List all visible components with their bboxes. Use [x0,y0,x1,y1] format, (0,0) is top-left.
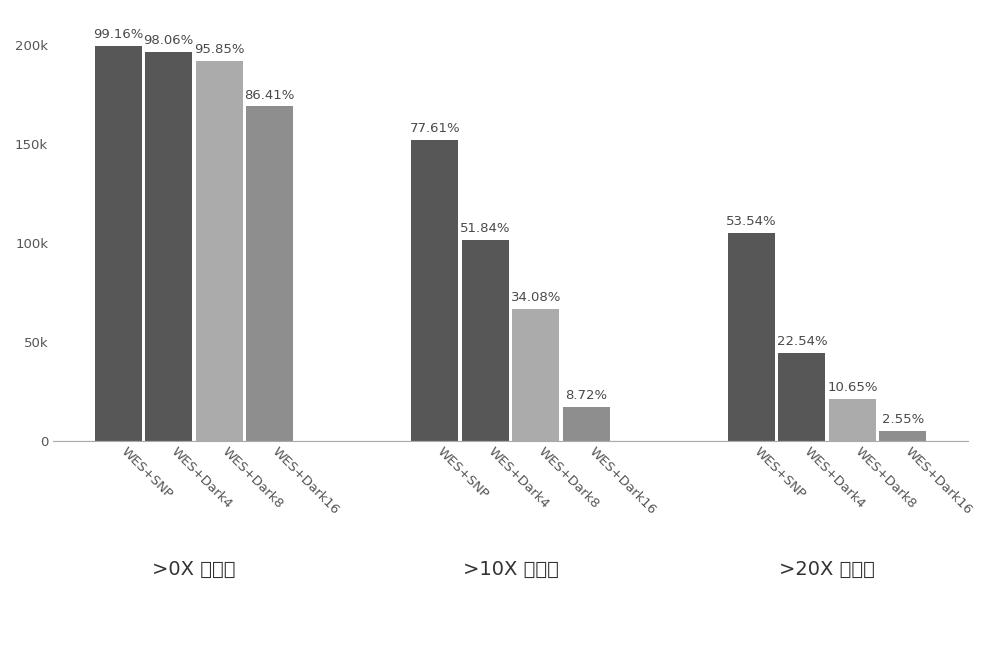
Text: 77.61%: 77.61% [409,122,460,135]
Bar [95,46,142,441]
Bar [462,239,509,441]
Text: 22.54%: 22.54% [777,336,827,349]
Text: 98.06%: 98.06% [144,34,194,47]
Text: 51.84%: 51.84% [460,222,511,235]
Text: >10X 覆蓋度: >10X 覆蓋度 [463,560,558,579]
Text: 95.85%: 95.85% [194,43,244,56]
Bar [512,308,559,441]
Text: 2.55%: 2.55% [882,413,924,426]
Bar [728,233,775,441]
Text: 99.16%: 99.16% [93,29,143,42]
Bar [411,140,458,441]
Bar [246,106,293,441]
Bar [196,61,243,441]
Bar [829,399,876,441]
Text: >0X 覆蓋度: >0X 覆蓋度 [152,560,236,579]
Bar [563,407,610,441]
Text: 86.41%: 86.41% [244,88,295,101]
Text: 34.08%: 34.08% [511,291,561,304]
Bar [778,353,825,441]
Bar [879,431,926,441]
Text: 8.72%: 8.72% [565,389,607,402]
Text: 53.54%: 53.54% [726,215,777,228]
Text: >20X 覆蓋度: >20X 覆蓋度 [779,560,875,579]
Bar [145,53,192,441]
Text: 10.65%: 10.65% [827,382,878,395]
